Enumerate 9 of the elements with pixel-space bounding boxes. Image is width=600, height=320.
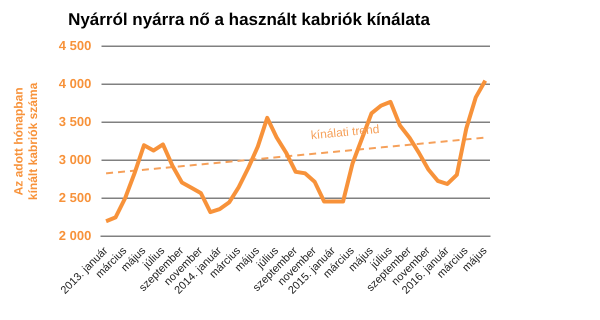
y-tick-label: 2 500	[58, 190, 92, 205]
text: kínálati trend	[310, 122, 380, 142]
y-tick-label: 3 000	[58, 152, 92, 167]
y-tick-label: 4 500	[58, 38, 92, 53]
y-tick-label: 3 500	[58, 114, 92, 129]
y-tick-label: 2 000	[58, 228, 92, 243]
y-tick-label: 4 000	[58, 76, 92, 91]
chart-title: Nyárról nyárra nő a használt kabriók kínálata	[68, 10, 430, 29]
y-axis-title: Az adott hónapban kínált kabriók száma	[12, 82, 40, 200]
